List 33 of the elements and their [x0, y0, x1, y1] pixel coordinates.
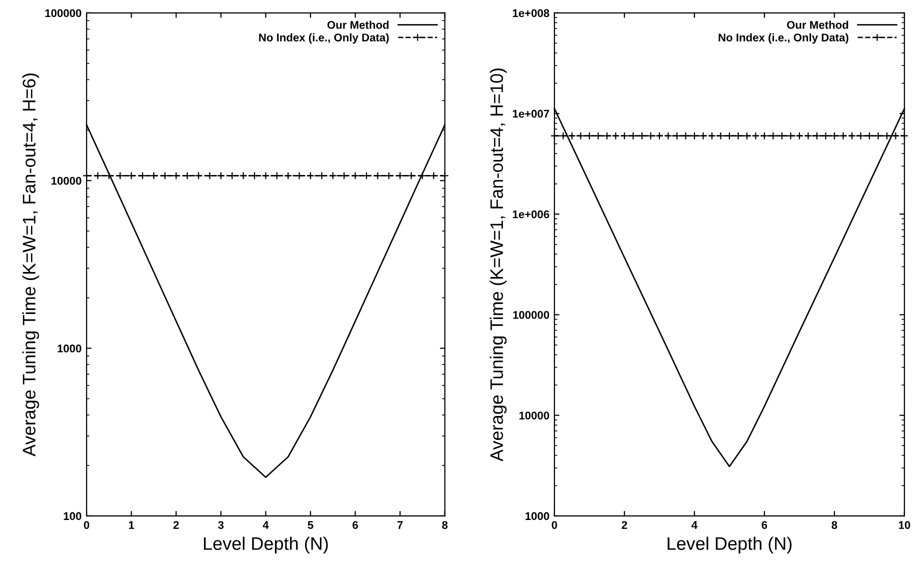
- y-tick-label: 1e+008: [512, 9, 550, 18]
- x-tick-label: 4: [692, 521, 698, 529]
- x-tick-label: 1: [128, 521, 134, 529]
- y-axis-title: Average Tuning Time (K=W=1, Fan-out=4, H=10): [490, 68, 507, 462]
- y-tick-label: 1000: [526, 512, 550, 520]
- y-tick-label: 10000: [52, 176, 82, 185]
- legend-label: No Index (i.e., Only Data): [718, 33, 848, 44]
- x-tick-label: 8: [442, 521, 448, 529]
- y-tick-label: 100: [64, 512, 82, 520]
- x-tick-label: 7: [397, 521, 403, 529]
- x-tick-label: 10: [898, 521, 910, 529]
- legend-label: Our Method: [327, 20, 389, 29]
- x-tick-label: 2: [622, 521, 628, 529]
- y-tick-label: 1000: [58, 344, 82, 352]
- x-tick-label: 3: [218, 521, 224, 529]
- x-tick-label: 0: [552, 521, 558, 529]
- x-tick-label: 2: [173, 521, 179, 529]
- y-tick-label: 1e+006: [512, 210, 550, 218]
- x-tick-label: 6: [352, 521, 358, 529]
- x-axis-title: Level Depth (N): [668, 536, 792, 554]
- x-tick-label: 8: [832, 521, 838, 529]
- x-axis-title: Level Depth (N): [204, 536, 328, 554]
- x-tick-label: 5: [308, 521, 314, 529]
- y-tick-label: 100000: [513, 310, 550, 319]
- legend-label: Our Method: [786, 20, 848, 29]
- legend-label: No Index (i.e., Only Data): [259, 33, 389, 44]
- y-tick-label: 10000: [519, 412, 550, 420]
- x-tick-label: 0: [84, 521, 90, 529]
- x-tick-label: 4: [262, 521, 269, 529]
- y-tick-label: 100000: [45, 9, 82, 18]
- y-tick-label: 1e+007: [512, 110, 550, 118]
- x-tick-label: 6: [762, 521, 768, 529]
- y-axis-title: Average Tuning Time (K=W=1, Fan-out=4, H=6): [22, 74, 40, 456]
